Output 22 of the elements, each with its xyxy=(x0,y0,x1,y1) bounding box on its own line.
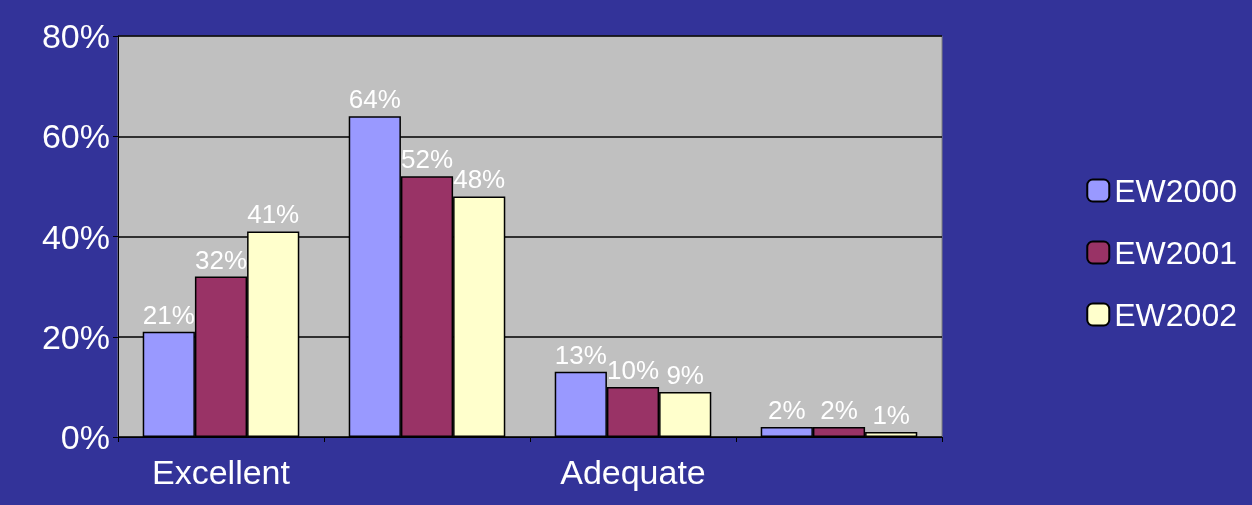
data-label: 2% xyxy=(768,394,806,425)
data-label: 48% xyxy=(453,164,506,195)
y-tick-label: 40% xyxy=(41,217,110,256)
data-label: 41% xyxy=(247,199,300,230)
legend-label: EW2000 xyxy=(1114,172,1237,209)
y-tick-label: 20% xyxy=(41,317,110,356)
y-tick-label: 80% xyxy=(41,17,110,55)
legend-label: EW2001 xyxy=(1114,234,1237,271)
legend-label: EW2002 xyxy=(1114,296,1237,333)
y-tick-label: 0% xyxy=(60,418,110,456)
data-label: 21% xyxy=(142,299,195,330)
data-label: 2% xyxy=(820,394,858,425)
data-label: 10% xyxy=(606,354,660,385)
x-tick-label: Excellent xyxy=(152,453,291,491)
data-label: 32% xyxy=(194,244,248,275)
data-label: 1% xyxy=(872,399,910,430)
x-tick-label: Adequate xyxy=(560,453,706,491)
data-label: 13% xyxy=(554,339,607,370)
y-tick-label: 60% xyxy=(41,117,110,156)
data-label: 64% xyxy=(348,84,401,115)
data-label: 52% xyxy=(400,144,454,175)
data-label: 9% xyxy=(666,359,704,390)
